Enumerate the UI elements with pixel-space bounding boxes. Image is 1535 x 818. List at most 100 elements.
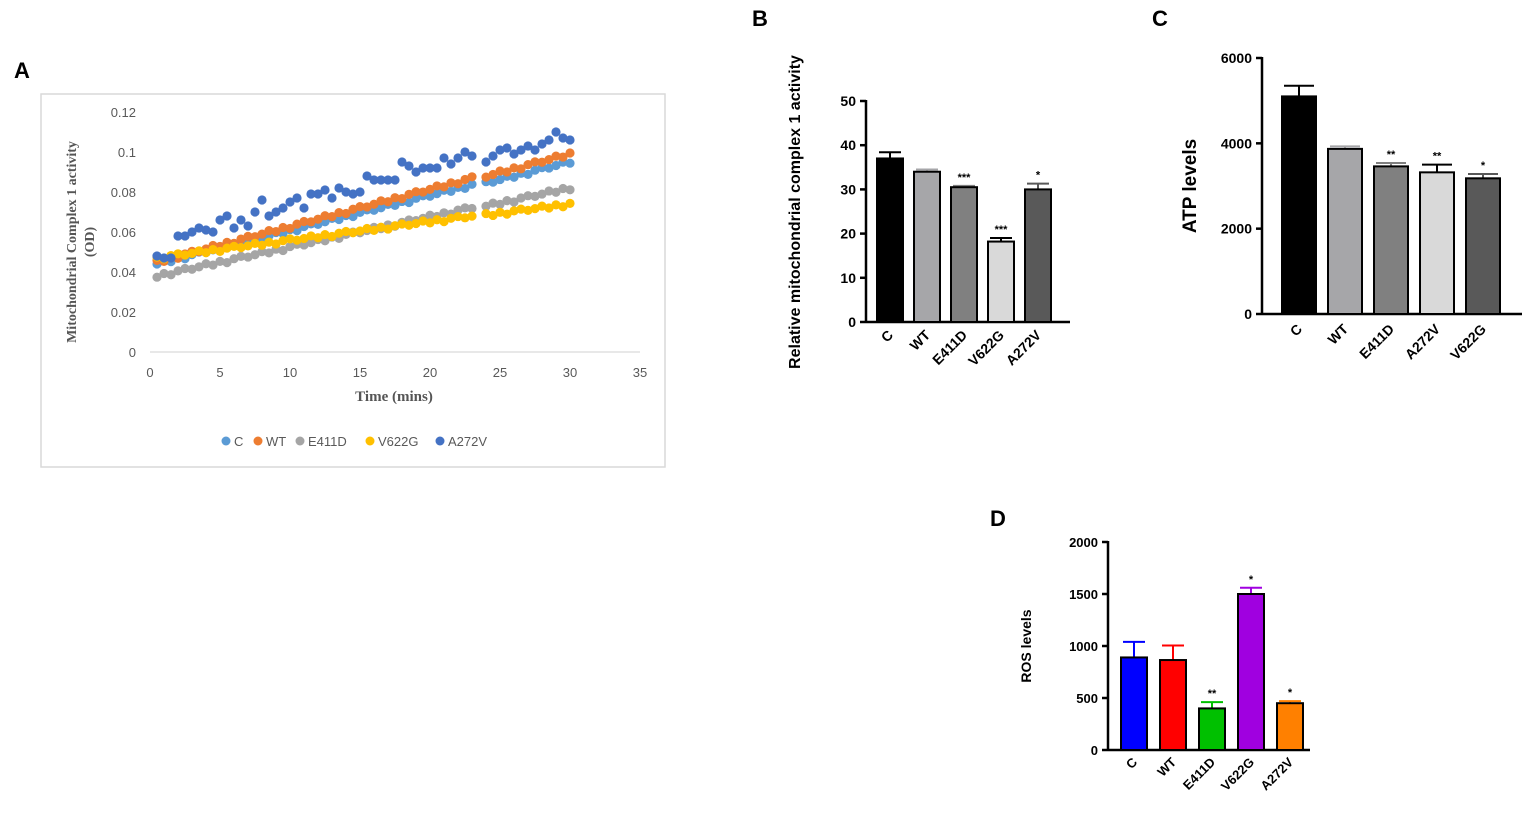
panel-a-point-c [376,203,386,213]
panel-a-point-v622g [362,223,372,234]
panel-a-point-wt [236,234,246,244]
panel-a-point-v622g [341,226,351,237]
panel-c-significance: * [1481,160,1486,172]
panel-a-point-a272v [425,163,435,173]
panel-a-point-a272v [229,223,239,233]
panel-a-point-c [348,211,358,222]
panel-b-significance: *** [958,172,972,184]
panel-d-significance: * [1249,574,1254,586]
panel-c-category-label: A272V [1402,320,1444,362]
panel-a-point-wt [446,178,456,188]
panel-a-ytick-label: 0.12 [111,105,136,120]
panel-d-bar-chart: ROS levels 0 500 1000 1500 2000 C WT ** E411D * V6… [1018,535,1310,794]
panel-d-ylabel: ROS levels [1018,609,1034,682]
panel-a-xtick-label: 35 [633,365,647,380]
panel-a-point-a272v [173,231,183,241]
panel-a-point-wt [299,216,309,227]
panel-a-legend-marker-wt [253,436,263,446]
panel-a-point-v622g [299,233,309,244]
panel-a-point-c [551,160,561,171]
panel-a-point-wt [264,226,274,236]
panel-a-point-v622g [432,215,442,225]
panel-a-point-a272v [334,183,344,193]
panel-a-point-a272v [320,185,330,195]
panel-d-bar-v622g [1237,593,1265,751]
panel-a-point-e411d [516,193,526,203]
panel-a-point-v622g [369,225,379,235]
panel-c-bar-e411d [1373,165,1409,315]
panel-a-point-wt [551,151,561,161]
panel-d-category-label: A272V [1257,754,1296,793]
panel-c-ytick-label: 6000 [1221,50,1252,66]
panel-a-point-a272v [341,187,351,197]
panel-a-point-v622g [376,222,386,232]
panel-d-bar-e411d [1198,707,1226,752]
panel-a-point-a272v [509,149,519,159]
panel-a-point-v622g [467,211,477,221]
panel-a-point-v622g [481,208,491,219]
panel-a-ytick-label: 0 [129,345,136,360]
panel-a-xtick-label: 25 [493,365,507,380]
panel-a-ytick-label: 0.08 [111,185,136,200]
panel-a-ytick-label: 0.06 [111,225,136,240]
panel-c-ytick-label: 4000 [1221,135,1252,151]
panel-a-point-a272v [495,145,505,155]
panel-a-point-e411d [537,189,547,199]
panel-b-category-label: A272V [1003,326,1045,368]
panel-a-point-v622g [565,198,575,208]
panel-a-point-e411d [299,240,309,250]
panel-a-legend-label-c: C [234,434,243,449]
panel-a-point-a272v [565,135,575,145]
panel-a-point-v622g [404,220,414,230]
panel-a-point-wt [376,196,386,206]
panel-a-point-a272v [250,207,260,217]
panel-a-point-a272v [362,171,372,181]
panel-a-point-v622g [278,236,288,246]
panel-a-point-c [565,158,575,168]
panel-a-point-v622g [327,231,337,242]
panel-label-b: B [752,6,768,31]
panel-a-point-a272v [236,215,246,225]
panel-a-point-e411d [285,241,295,252]
panel-c-category-label: C [1287,321,1305,339]
panel-c-category-label: V622G [1447,321,1489,363]
panel-a-point-v622g [509,206,519,216]
panel-a-point-a272v [544,135,554,145]
panel-b-significance: *** [995,224,1009,236]
panel-a-point-v622g [222,243,232,253]
panel-a-point-c [530,165,540,175]
panel-a-point-c [488,177,498,187]
panel-a-point-a272v [292,193,302,203]
panel-d-significance: ** [1208,688,1217,700]
panel-a-point-wt [404,189,414,199]
panel-c-ytick-label: 0 [1244,306,1252,322]
panel-a-point-a272v [537,139,547,149]
panel-c-bar-c [1281,95,1317,316]
panel-b-category-label: V622G [965,327,1007,369]
panel-a-point-v622g [194,246,204,256]
panel-a-ylabel-line2: (OD) [83,227,98,258]
panel-a-point-v622g [208,244,218,255]
panel-a-point-v622g [215,246,225,257]
panel-a-point-a272v [257,195,267,205]
panel-a-point-v622g [523,205,533,215]
panel-a-point-v622g [180,250,190,260]
panel-a-point-wt [250,232,260,242]
panel-a-point-wt [355,202,365,212]
panel-a-point-c [446,186,456,196]
panel-c-bar-chart: ATP levels 0 2000 4000 6000 C WT ** E411D ** A272… [1180,50,1522,363]
panel-a-point-c [432,189,442,199]
panel-a-point-c [460,183,470,194]
panel-b-bar-c [876,157,904,323]
panel-a-legend: C WT E411D V622G A272V [221,434,487,449]
panel-a-point-e411d [502,196,512,206]
panel-c-category-label: E411D [1356,321,1397,362]
panel-a-point-v622g [264,237,274,247]
panel-b-bar-a272v [1024,188,1052,323]
panel-a-point-e411d [488,198,498,208]
panel-a-scatter-chart: 00.020.040.060.080.10.12 0 5 10 15 20 25 30 35 … [40,93,666,468]
panel-a-legend-marker-e411d [295,436,305,446]
panel-a-point-v622g [530,204,540,214]
panel-a-point-a272v [327,193,337,203]
panel-a-point-wt [313,214,323,224]
